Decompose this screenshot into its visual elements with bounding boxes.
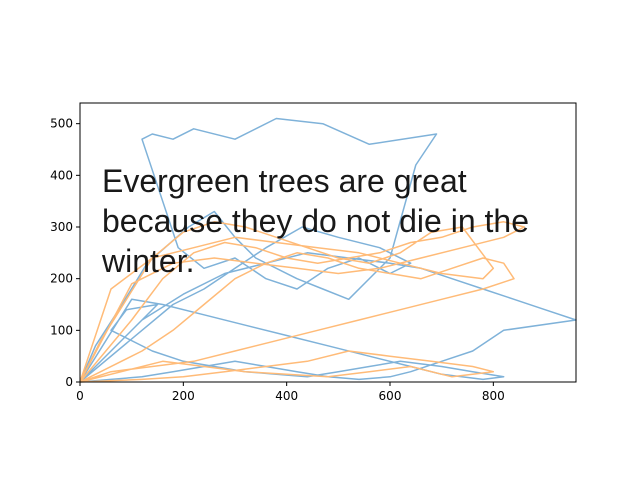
y-tick-label: 300 <box>50 220 73 234</box>
x-tick-label: 600 <box>379 389 402 403</box>
axes-layer: 0 200 400 600 800 0 100 200 300 400 500 <box>50 117 505 403</box>
annotation-line: Evergreen trees are great <box>102 163 467 199</box>
y-tick-label: 400 <box>50 168 73 182</box>
y-tick-label: 100 <box>50 323 73 337</box>
y-tick-label: 200 <box>50 272 73 286</box>
annotation-line: winter. <box>101 243 194 279</box>
plot-frame <box>79 102 577 383</box>
annotation-text: Evergreen trees are great because they do… <box>101 163 529 279</box>
y-tick-label: 500 <box>50 117 73 131</box>
series-line-2 <box>79 221 526 383</box>
x-tick-label: 0 <box>76 389 84 403</box>
x-tick-label: 800 <box>482 389 505 403</box>
annotation-layer: Evergreen trees are great because they do… <box>101 163 529 279</box>
x-tick-label: 400 <box>275 389 298 403</box>
series-layer <box>79 117 577 383</box>
x-tick-label: 200 <box>172 389 195 403</box>
annotation-line: because they do not die in the <box>102 203 529 239</box>
y-tick-label: 0 <box>65 375 73 389</box>
